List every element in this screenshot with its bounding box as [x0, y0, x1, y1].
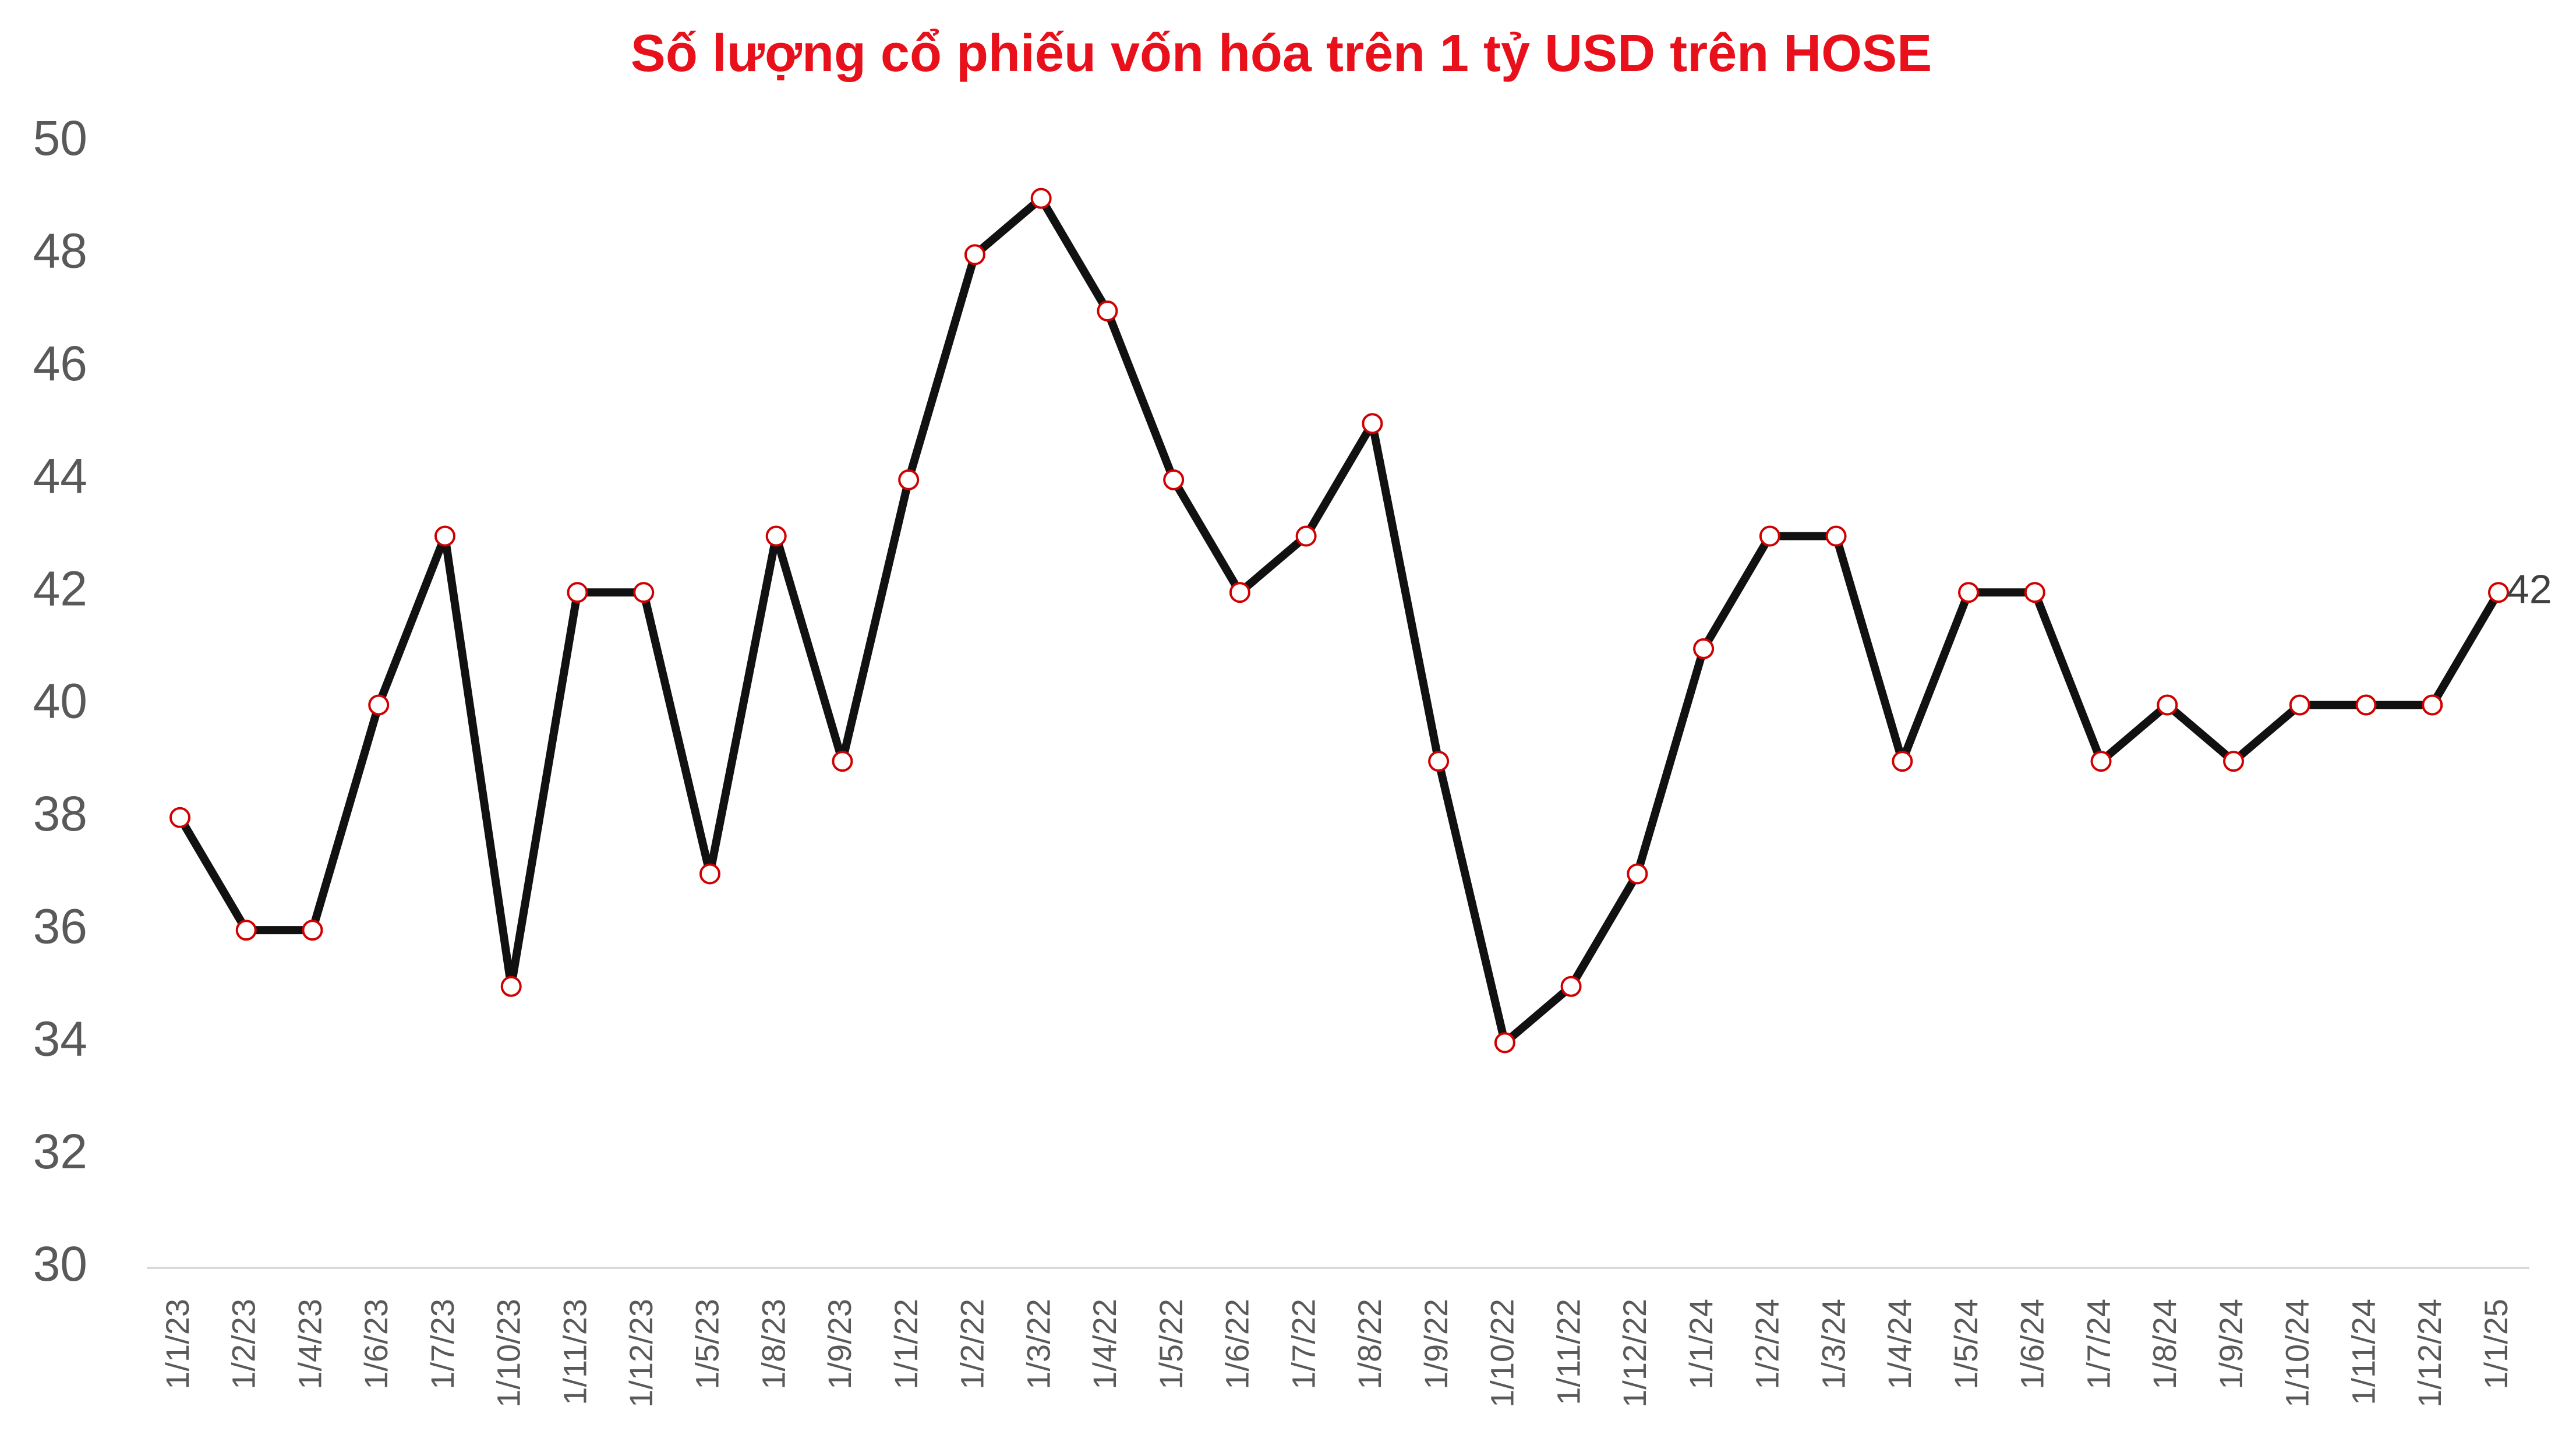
x-tick-label: 1/8/22	[1351, 1299, 1388, 1390]
y-tick-label: 42	[33, 561, 87, 616]
data-point	[368, 694, 390, 716]
x-tick-label: 1/1/24	[1683, 1299, 1719, 1390]
data-point	[765, 525, 787, 547]
x-tick-label: 1/10/22	[1484, 1299, 1521, 1408]
x-tick-label: 1/3/22	[1020, 1299, 1056, 1390]
data-point	[1229, 582, 1250, 603]
x-tick-label: 1/10/24	[2279, 1299, 2316, 1408]
data-point	[2422, 694, 2443, 716]
data-label: 42	[2507, 567, 2552, 612]
data-point	[434, 525, 455, 547]
data-point	[1560, 976, 1582, 997]
x-tick-label: 1/7/23	[424, 1299, 461, 1390]
data-point	[2488, 582, 2509, 603]
x-tick-label: 1/12/24	[2411, 1299, 2448, 1408]
data-point	[500, 976, 522, 997]
chart-title: Số lượng cổ phiếu vốn hóa trên 1 tỷ USD …	[631, 24, 1932, 83]
x-tick-label: 1/2/22	[954, 1299, 991, 1390]
y-tick-label: 36	[33, 899, 87, 953]
x-tick-label: 1/6/22	[1219, 1299, 1256, 1390]
data-point	[1825, 525, 1847, 547]
x-tick-label: 1/6/24	[2014, 1299, 2051, 1390]
x-tick-label: 1/1/22	[888, 1299, 924, 1390]
data-point	[1494, 1032, 1515, 1054]
data-point	[898, 469, 920, 490]
x-tick-label: 1/2/24	[1749, 1299, 1786, 1390]
data-point	[1030, 188, 1052, 209]
x-tick-label: 1/12/22	[1616, 1299, 1653, 1408]
data-point	[302, 920, 323, 941]
data-point	[2223, 751, 2245, 772]
x-tick-label: 1/5/22	[1153, 1299, 1189, 1390]
x-tick-label: 1/12/23	[623, 1299, 659, 1408]
data-point	[1958, 582, 1980, 603]
x-tick-label: 1/5/23	[689, 1299, 726, 1390]
y-tick-label: 44	[33, 448, 87, 503]
x-tick-label: 1/2/23	[225, 1299, 262, 1390]
data-point	[2157, 694, 2178, 716]
x-tick-label: 1/1/25	[2478, 1299, 2514, 1390]
data-point	[1627, 863, 1648, 885]
data-point	[2355, 694, 2377, 716]
x-tick-label: 1/7/24	[2080, 1299, 2116, 1390]
x-tick-label: 1/11/23	[556, 1299, 593, 1405]
data-point	[1693, 638, 1715, 659]
y-tick-label: 34	[33, 1012, 87, 1066]
data-point	[1362, 413, 1383, 434]
data-point	[2024, 582, 2045, 603]
data-point	[1892, 751, 1913, 772]
data-point	[633, 582, 655, 603]
y-tick-label: 50	[33, 111, 87, 165]
y-tick-label: 46	[33, 336, 87, 391]
x-tick-label: 1/7/22	[1285, 1299, 1321, 1390]
x-tick-label: 1/9/24	[2213, 1299, 2249, 1390]
data-point	[567, 582, 588, 603]
y-tick-label: 40	[33, 674, 87, 729]
data-line	[176, 194, 2503, 1047]
x-tick-label: 1/11/22	[1550, 1299, 1586, 1405]
x-tick-label: 1/1/23	[159, 1299, 196, 1390]
x-tick-label: 1/8/24	[2146, 1299, 2183, 1390]
x-tick-label: 1/6/23	[358, 1299, 394, 1390]
data-point	[235, 920, 257, 941]
data-point	[832, 751, 853, 772]
x-tick-label: 1/3/24	[1815, 1299, 1851, 1390]
data-point	[1163, 469, 1185, 490]
x-tick-label: 1/4/22	[1086, 1299, 1123, 1390]
data-point	[1428, 751, 1450, 772]
x-tick-label: 1/9/22	[1418, 1299, 1454, 1390]
y-tick-label: 38	[33, 786, 87, 841]
data-point	[964, 244, 985, 266]
x-tick-label: 1/4/23	[291, 1299, 328, 1390]
y-tick-label: 32	[33, 1124, 87, 1179]
x-tick-label: 1/5/24	[1948, 1299, 1984, 1390]
y-tick-label: 48	[33, 223, 87, 278]
data-point	[2090, 751, 2112, 772]
data-point	[1295, 525, 1317, 547]
data-point	[1759, 525, 1780, 547]
data-point	[699, 863, 720, 885]
x-tick-label: 1/9/23	[821, 1299, 858, 1390]
y-tick-label: 30	[33, 1236, 87, 1291]
data-point	[169, 807, 190, 828]
x-tick-label: 1/8/23	[755, 1299, 791, 1390]
x-tick-label: 1/11/24	[2345, 1299, 2381, 1405]
data-point	[2289, 694, 2310, 716]
x-tick-label: 1/10/23	[490, 1299, 527, 1408]
x-tick-label: 1/4/24	[1881, 1299, 1918, 1390]
data-point	[1097, 300, 1118, 321]
